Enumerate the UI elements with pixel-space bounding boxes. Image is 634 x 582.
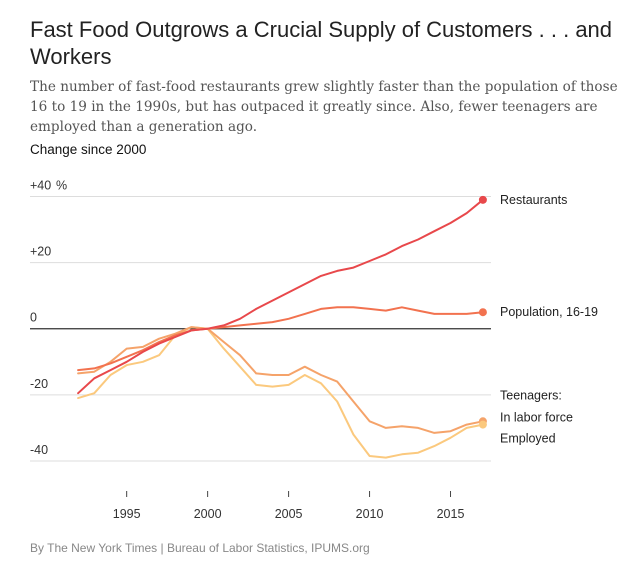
y-unit-label: %: [56, 179, 67, 193]
y-axis: +40 % +20 0 -20 -40: [30, 179, 67, 457]
x-tick-label: 1995: [113, 507, 141, 521]
y-tick-label: 0: [30, 311, 37, 325]
y-tick-label: +40: [30, 179, 51, 193]
source-credit: By The New York Times | Bureau of Labor …: [30, 541, 370, 555]
series-end-point: [478, 195, 487, 204]
series-label: Population, 16-19: [500, 305, 598, 319]
chart-subtitle: The number of fast-food restaurants grew…: [30, 79, 618, 135]
x-tick-label: 2005: [275, 507, 303, 521]
series-end-point: [478, 420, 487, 429]
gridlines: [30, 196, 491, 462]
series-label: In labor force: [500, 410, 573, 424]
teenagers-group-label: Teenagers:: [500, 388, 562, 402]
chart-title: Fast Food Outgrows a Crucial Supply of C…: [30, 17, 613, 69]
series-line-in-labor-force: [77, 326, 484, 434]
x-tick-label: 2015: [437, 507, 465, 521]
y-tick-label: -20: [30, 377, 48, 391]
y-tick-label: -40: [30, 443, 48, 457]
x-tick-label: 2000: [194, 507, 222, 521]
series-group: [77, 195, 487, 459]
x-axis: 1995 2000 2005 2010 2015: [113, 491, 465, 521]
series-labels: Restaurants Population, 16-19 In labor for…: [500, 193, 598, 446]
section-label: Change since 2000: [30, 142, 147, 157]
series-label: Employed: [500, 432, 556, 446]
series-end-point: [478, 308, 487, 317]
x-tick-label: 2010: [356, 507, 384, 521]
series-line-employed: [77, 326, 484, 459]
series-line-restaurants: [77, 198, 484, 395]
series-label: Restaurants: [500, 193, 567, 207]
series-line-population-16-19: [77, 306, 484, 372]
y-tick-label: +20: [30, 245, 51, 259]
